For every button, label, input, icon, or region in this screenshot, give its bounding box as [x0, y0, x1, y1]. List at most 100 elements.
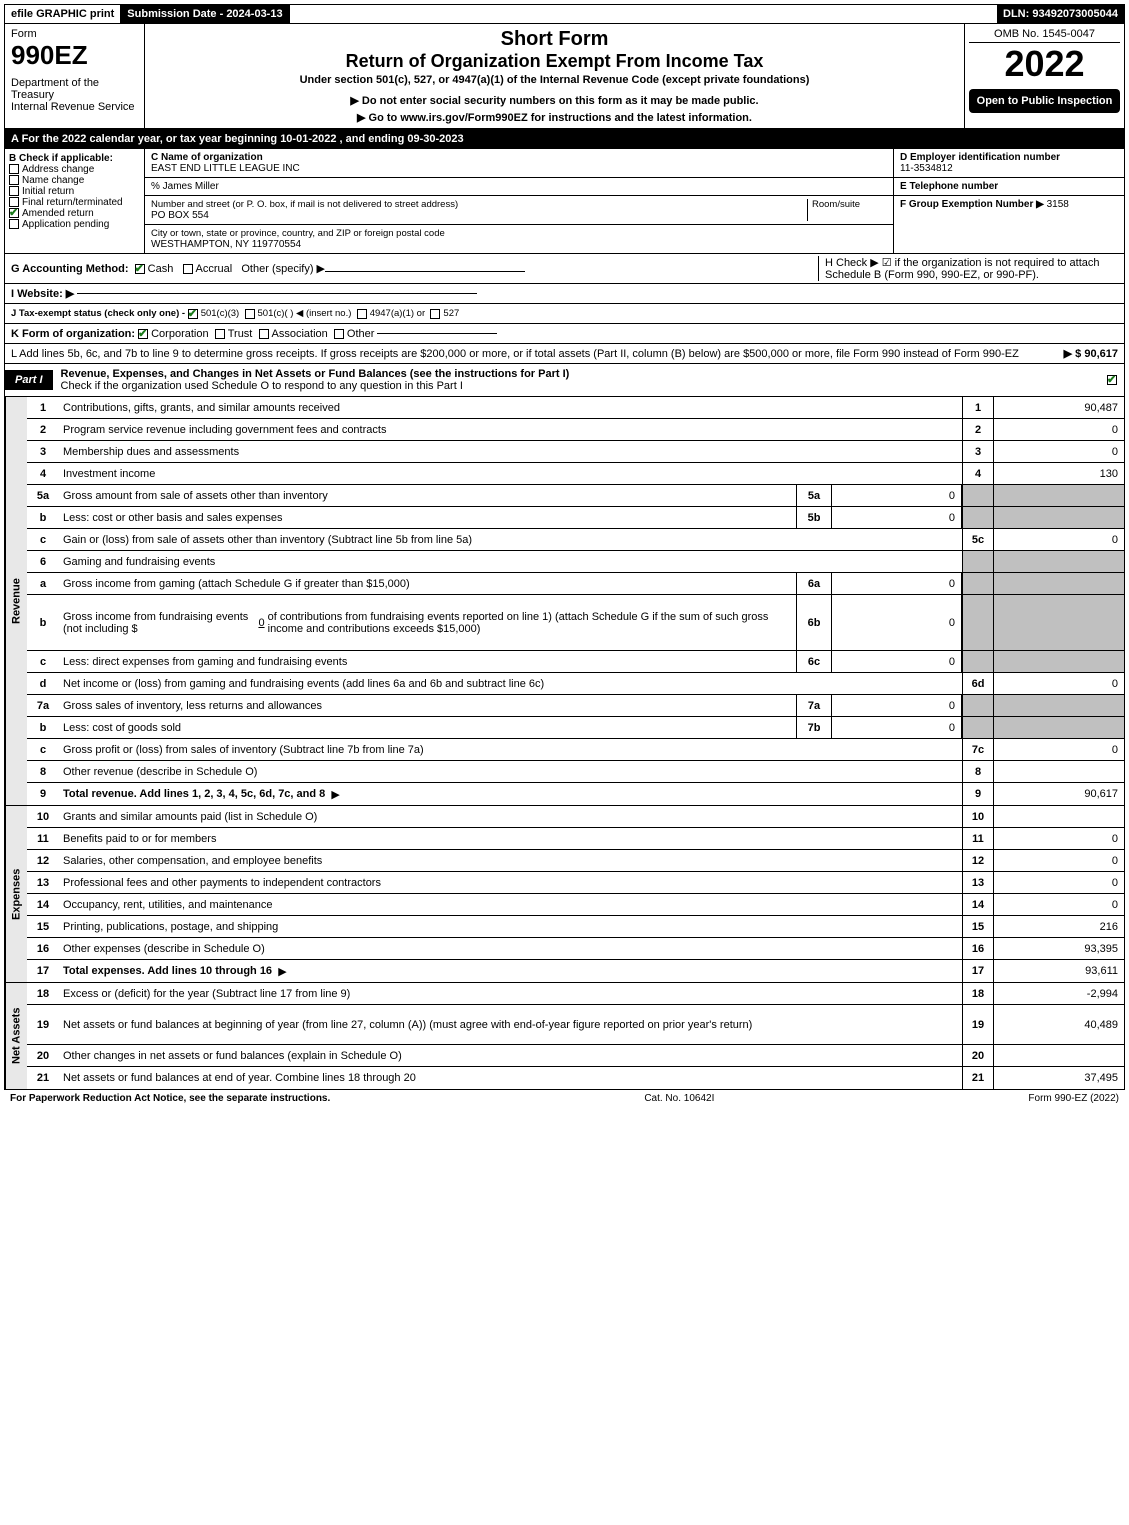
- chk-501c3[interactable]: [188, 309, 198, 319]
- chk-schedule-o-part1[interactable]: [1107, 375, 1117, 385]
- part1-header: Part I Revenue, Expenses, and Changes in…: [4, 364, 1125, 397]
- line5c-ln: 5c: [962, 529, 994, 550]
- chk-4947-label: 4947(a)(1) or: [370, 308, 425, 319]
- line7c-desc: Gross profit or (loss) from sales of inv…: [59, 739, 962, 760]
- line3-num: 3: [27, 441, 59, 462]
- line10-num: 10: [27, 806, 59, 827]
- omb-number: OMB No. 1545-0047: [969, 28, 1120, 43]
- chk-association-label: Association: [272, 328, 328, 340]
- group-exemption-value: 3158: [1047, 199, 1069, 210]
- line7b-num: b: [27, 717, 59, 738]
- chk-accrual[interactable]: [183, 264, 193, 274]
- revenue-side-label: Revenue: [5, 397, 27, 805]
- line12-ln: 12: [962, 850, 994, 871]
- part1-tab: Part I: [5, 370, 53, 390]
- chk-address-change-label: Address change: [22, 164, 94, 175]
- row-g-h: G Accounting Method: Cash Accrual Other …: [4, 254, 1125, 284]
- box-i-label: I Website: ▶: [11, 287, 74, 300]
- chk-name-change-label: Name change: [22, 175, 84, 186]
- line8-num: 8: [27, 761, 59, 782]
- chk-trust[interactable]: [215, 329, 225, 339]
- line20-desc: Other changes in net assets or fund bala…: [59, 1045, 962, 1066]
- line7a-ln-shade: [962, 695, 994, 716]
- line15-num: 15: [27, 916, 59, 937]
- row-l: L Add lines 5b, 6c, and 7b to line 9 to …: [4, 344, 1125, 364]
- chk-other-org[interactable]: [334, 329, 344, 339]
- chk-application-pending-label: Application pending: [22, 219, 109, 230]
- footer-right: Form 990-EZ (2022): [1028, 1093, 1119, 1104]
- line3-ln: 3: [962, 441, 994, 462]
- line5b-sub: 5b: [796, 507, 832, 528]
- efile-print-label[interactable]: efile GRAPHIC print: [5, 5, 121, 23]
- website-input[interactable]: [77, 293, 477, 294]
- form-number: 990EZ: [11, 40, 138, 71]
- city-label: City or town, state or province, country…: [151, 228, 887, 239]
- line6c-num: c: [27, 651, 59, 672]
- line14-ln: 14: [962, 894, 994, 915]
- line7a-amt-shade: [994, 695, 1124, 716]
- other-specify-input[interactable]: [325, 271, 525, 272]
- line6b-desc: Gross income from fundraising events (no…: [59, 595, 796, 650]
- row-j: J Tax-exempt status (check only one) - 5…: [4, 304, 1125, 324]
- line9-desc: Total revenue. Add lines 1, 2, 3, 4, 5c,…: [59, 783, 962, 805]
- chk-501c-label: 501(c)( ) ◀ (insert no.): [258, 308, 352, 319]
- line13-num: 13: [27, 872, 59, 893]
- chk-amended-return[interactable]: [9, 208, 19, 218]
- short-form-title: Short Form: [151, 28, 958, 51]
- line17-desc: Total expenses. Add lines 10 through 16 …: [59, 960, 962, 982]
- line15-ln: 15: [962, 916, 994, 937]
- box-j-label: J Tax-exempt status (check only one) -: [11, 308, 185, 319]
- line7c-amt: 0: [994, 739, 1124, 760]
- chk-501c[interactable]: [245, 309, 255, 319]
- footer-mid: Cat. No. 10642I: [644, 1093, 714, 1104]
- box-c-label: C Name of organization: [151, 152, 887, 163]
- top-bar: efile GRAPHIC print Submission Date - 20…: [4, 4, 1125, 24]
- box-h-text: H Check ▶ ☑ if the organization is not r…: [818, 256, 1118, 281]
- section-a-period: A For the 2022 calendar year, or tax yea…: [4, 129, 1125, 149]
- net-assets-side-label: Net Assets: [5, 983, 27, 1089]
- net-assets-section: Net Assets 18Excess or (deficit) for the…: [4, 983, 1125, 1090]
- chk-initial-return[interactable]: [9, 186, 19, 196]
- goto-link[interactable]: ▶ Go to www.irs.gov/Form990EZ for instru…: [151, 111, 958, 124]
- chk-name-change[interactable]: [9, 175, 19, 185]
- chk-cash[interactable]: [135, 264, 145, 274]
- street-value: PO BOX 554: [151, 210, 807, 221]
- line6c-desc: Less: direct expenses from gaming and fu…: [59, 651, 796, 672]
- line14-desc: Occupancy, rent, utilities, and maintena…: [59, 894, 962, 915]
- header-left: Form 990EZ Department of the Treasury In…: [5, 24, 145, 128]
- line6b-sub: 6b: [796, 595, 832, 650]
- revenue-section: Revenue 1Contributions, gifts, grants, a…: [4, 397, 1125, 806]
- line5a-num: 5a: [27, 485, 59, 506]
- line18-amt: -2,994: [994, 983, 1124, 1004]
- line3-amt: 0: [994, 441, 1124, 462]
- chk-association[interactable]: [259, 329, 269, 339]
- other-org-input[interactable]: [377, 333, 497, 334]
- line6b-num: b: [27, 595, 59, 650]
- line4-amt: 130: [994, 463, 1124, 484]
- line17-amt: 93,611: [994, 960, 1124, 982]
- line12-amt: 0: [994, 850, 1124, 871]
- box-c: C Name of organization EAST END LITTLE L…: [145, 149, 894, 253]
- chk-527[interactable]: [430, 309, 440, 319]
- box-l-text: L Add lines 5b, 6c, and 7b to line 9 to …: [11, 348, 1064, 360]
- line2-num: 2: [27, 419, 59, 440]
- box-d-label: D Employer identification number: [900, 152, 1118, 163]
- line5a-ln-shade: [962, 485, 994, 506]
- line18-num: 18: [27, 983, 59, 1004]
- line4-desc: Investment income: [59, 463, 962, 484]
- line5a-sv: 0: [832, 485, 962, 506]
- page-footer: For Paperwork Reduction Act Notice, see …: [4, 1090, 1125, 1107]
- row-i: I Website: ▶: [4, 284, 1125, 304]
- chk-application-pending[interactable]: [9, 219, 19, 229]
- ein-value: 11-3534812: [900, 163, 1118, 174]
- line6-ln-shade: [962, 551, 994, 572]
- chk-4947[interactable]: [357, 309, 367, 319]
- dln-label: DLN: 93492073005044: [997, 5, 1124, 23]
- header-center: Short Form Return of Organization Exempt…: [145, 24, 964, 128]
- chk-corporation[interactable]: [138, 329, 148, 339]
- chk-corporation-label: Corporation: [151, 328, 208, 340]
- line5c-num: c: [27, 529, 59, 550]
- tax-year: 2022: [969, 43, 1120, 85]
- chk-address-change[interactable]: [9, 164, 19, 174]
- line5c-amt: 0: [994, 529, 1124, 550]
